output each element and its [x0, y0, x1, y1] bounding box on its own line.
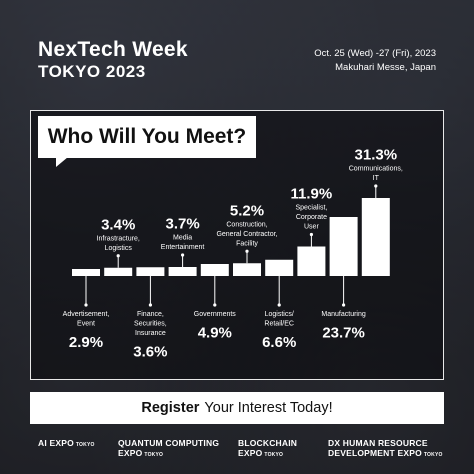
bar-1	[104, 267, 133, 276]
expo-blockchain: BLOCKCHAIN EXPO TOKYO	[238, 438, 298, 458]
bar-label-5: Construction,	[226, 221, 267, 228]
bar-3	[168, 267, 197, 276]
register-rest-label: Your Interest Today!	[204, 400, 333, 416]
bar-value-6: 6.6%	[262, 334, 296, 351]
bar-label-0: Advertisement,	[63, 311, 110, 318]
bar-7	[297, 246, 326, 276]
bar-8	[329, 217, 358, 276]
bar-label-3: Entertainment	[161, 244, 205, 251]
connector-dot-2	[148, 303, 152, 307]
bar-value-2: 3.6%	[133, 344, 167, 361]
title-callout: Who Will You Meet?	[38, 116, 256, 168]
event-venue: Makuhari Messe, Japan	[335, 62, 436, 73]
bar-0	[72, 269, 100, 276]
bar-9	[361, 198, 390, 276]
bar-value-1: 3.4%	[101, 216, 135, 233]
register-button[interactable]: Register Your Interest Today!	[30, 392, 444, 424]
connector-dot-7	[309, 232, 313, 237]
bar-value-9: 31.3%	[355, 147, 398, 164]
chart-title: Who Will You Meet?	[47, 125, 247, 148]
bar-label-7: Specialist,	[295, 205, 327, 212]
connector-dot-0	[84, 303, 88, 307]
bar-6	[265, 259, 294, 276]
bar-label-0: Event	[77, 321, 95, 328]
bar-value-7: 11.9%	[291, 186, 333, 203]
connector-dot-3	[181, 253, 185, 257]
header: NexTech Week TOKYO 2023 Oct. 25 (Wed) -2…	[0, 0, 474, 100]
connector-dot-4	[213, 303, 217, 307]
expo-dx-hr: DX HUMAN RESOURCE DEVELOPMENT EXPO TOKYO	[328, 438, 443, 458]
bar-label-9: Communications,	[349, 166, 403, 173]
bar-5	[233, 263, 261, 276]
bar-label-6: Logistics/	[265, 311, 294, 318]
connector-dot-5	[245, 249, 249, 253]
register-label: Register	[141, 400, 200, 416]
event-date: Oct. 25 (Wed) -27 (Fri), 2023	[314, 48, 436, 59]
connector-dot-8	[342, 303, 346, 307]
bar-label-2: Insurance	[135, 330, 166, 337]
bar-label-3: Media	[173, 235, 192, 242]
bar-label-7: Corporate	[296, 214, 327, 221]
bar-label-7: User	[304, 224, 319, 231]
bar-label-1: Logistics	[105, 245, 133, 252]
expo-quantum: QUANTUM COMPUTING EXPO TOKYO	[118, 438, 220, 458]
connector-dot-6	[277, 303, 281, 307]
expo-ai: AI EXPO TOKYO	[38, 438, 95, 448]
bar-4	[200, 264, 229, 276]
bar-label-4: Governments	[194, 311, 237, 318]
bar-value-0: 2.9%	[69, 334, 103, 351]
bar-value-8: 23.7%	[322, 325, 365, 342]
bar-label-5: General Contractor,	[216, 231, 277, 238]
bar-value-5: 5.2%	[230, 202, 264, 219]
bar-2	[136, 267, 165, 276]
bar-label-9: IT	[373, 175, 380, 182]
brand-city-year: TOKYO 2023	[38, 62, 146, 81]
connector-dot-1	[116, 254, 120, 258]
bar-label-5: Facility	[236, 240, 258, 247]
bar-value-4: 4.9%	[198, 325, 232, 342]
brand-name: NexTech Week	[38, 38, 188, 61]
bar-label-2: Finance,	[137, 311, 164, 318]
connector-dot-9	[374, 184, 378, 188]
bar-label-2: Securities,	[134, 321, 167, 328]
bar-value-3: 3.7%	[165, 216, 199, 233]
bar-label-8: Manufacturing	[321, 311, 365, 318]
bar-label-1: Infrastracture,	[97, 235, 140, 242]
footer-expo-list: AI EXPO TOKYO QUANTUM COMPUTING EXPO TOKYO…	[0, 432, 474, 474]
bar-label-6: Retail/EC	[264, 321, 294, 328]
